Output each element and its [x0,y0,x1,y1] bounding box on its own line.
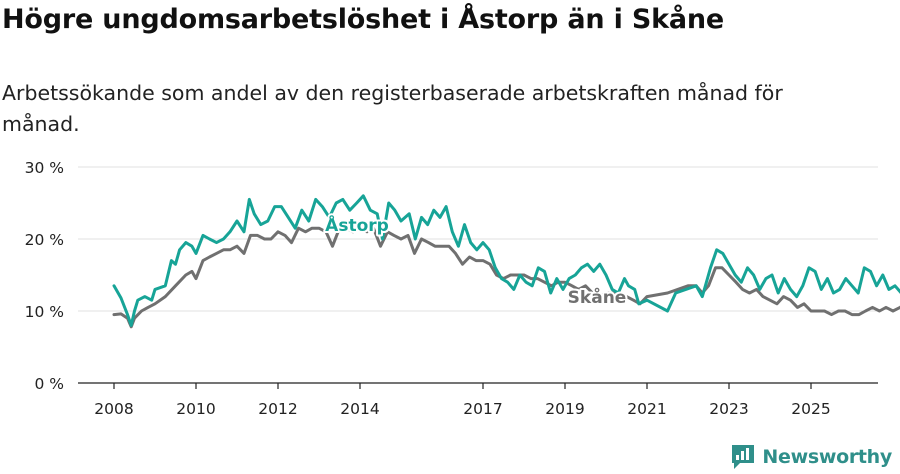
x-tick-label: 2025 [791,400,830,418]
newsworthy-logo-icon [732,445,755,469]
series-label-skane: Skåne [568,286,627,308]
x-tick-label: 2017 [463,400,502,418]
x-tick-label: 2023 [709,400,748,418]
series-line-skane [112,226,900,329]
y-tick-label: 0 % [34,375,64,393]
x-tick-label: 2010 [176,400,215,418]
x-tick-label: 2019 [545,400,584,418]
x-tick-label: 2012 [258,400,297,418]
brand-logo: Newsworthy [730,443,892,471]
x-tick-label: 2021 [627,400,666,418]
series-label-astorp: Åstorp [325,213,389,236]
x-tick-label: 2008 [94,400,133,418]
y-tick-label: 10 % [25,303,64,321]
chart-subtitle: Arbetssökande som andel av den registerb… [2,81,783,136]
y-tick-label: 20 % [25,231,64,249]
chart-title: Högre ungdomsarbetslöshet i Åstorp än i … [2,4,724,35]
y-tick-label: 30 % [25,159,64,177]
series-line-astorp [112,194,900,327]
brand-name: Newsworthy [762,446,892,468]
x-tick-label: 2014 [340,400,379,418]
